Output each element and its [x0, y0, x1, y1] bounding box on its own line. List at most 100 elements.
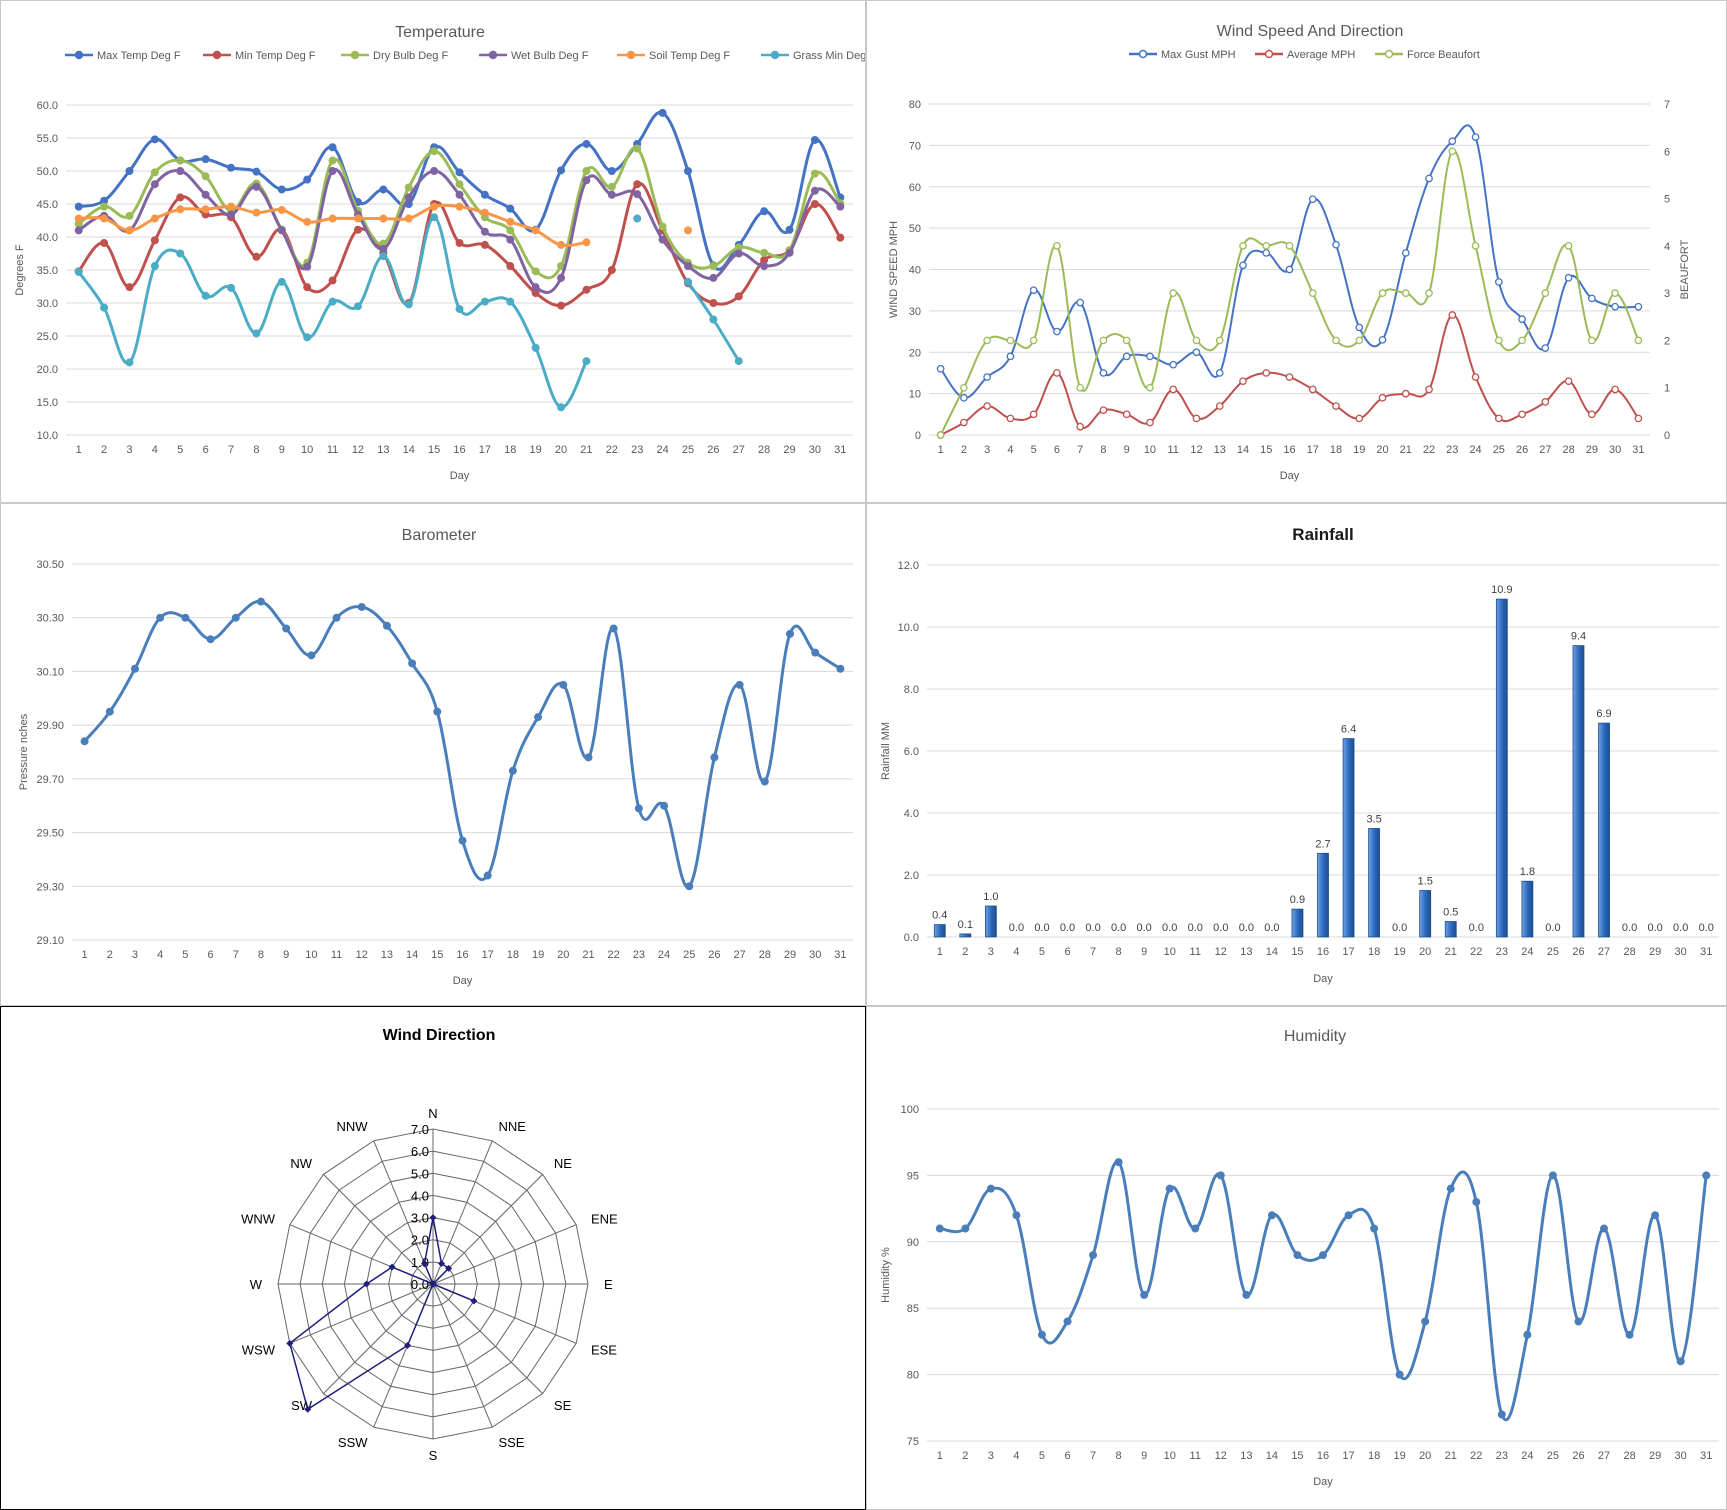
data-point	[1099, 369, 1108, 377]
data-point	[1262, 369, 1271, 377]
x-tick-label: 31	[834, 444, 846, 456]
bar	[1521, 880, 1534, 938]
x-tick-label: 14	[1266, 946, 1278, 958]
x-tick-label: 1	[937, 946, 943, 958]
data-point	[1702, 1171, 1711, 1180]
data-point	[256, 597, 265, 606]
data-point	[582, 176, 591, 185]
data-point	[1600, 1224, 1609, 1233]
data-label: 0.0	[1060, 922, 1075, 934]
data-point	[1215, 369, 1224, 377]
x-tick-label: 27	[1598, 946, 1610, 958]
y-tick-label: 29.70	[36, 774, 64, 786]
x-tick-label: 18	[1368, 946, 1380, 958]
data-point	[836, 664, 845, 673]
data-point	[557, 166, 566, 175]
data-point	[1541, 289, 1550, 297]
data-point	[150, 168, 159, 177]
data-point	[1651, 1211, 1660, 1220]
x-tick-label: 14	[403, 444, 415, 456]
series-line	[938, 1160, 1708, 1422]
data-point	[455, 180, 464, 189]
data-point	[633, 214, 642, 223]
data-point	[785, 225, 794, 234]
x-axis-label: Day	[453, 975, 473, 987]
radial-tick-label: 2.0	[411, 1233, 429, 1248]
data-label: 0.4	[932, 910, 947, 922]
legend-label: Grass Min Deg F	[793, 50, 865, 62]
x-tick-label: 29	[783, 444, 795, 456]
radar-spoke	[432, 1283, 493, 1428]
chart-title: Humidity	[1284, 1028, 1346, 1045]
data-point	[786, 629, 795, 638]
data-point	[1146, 418, 1154, 427]
radial-tick-label: 6.0	[411, 1144, 429, 1159]
data-point	[1285, 242, 1294, 250]
x-tick-label: 3	[988, 1450, 994, 1462]
y-axis-label: Humidity %	[880, 1247, 892, 1303]
x-tick-label: 8	[1116, 1450, 1122, 1462]
data-label: 0.0	[1137, 922, 1152, 934]
data-point	[1355, 414, 1364, 423]
bar	[1368, 828, 1380, 938]
x-tick-label: 30	[1675, 946, 1687, 958]
data-label: 0.0	[1188, 922, 1203, 934]
y-tick-label: 20.0	[37, 364, 58, 376]
radar-spoke	[432, 1140, 493, 1285]
x-tick-label: 2	[962, 1450, 968, 1462]
data-point	[1319, 1251, 1327, 1260]
x-axis-label: Day	[1313, 973, 1333, 985]
x-tick-label: 22	[1423, 444, 1435, 456]
data-point	[935, 1224, 944, 1233]
data-point	[683, 262, 692, 271]
data-point	[1344, 1211, 1353, 1220]
radar-point	[421, 1260, 429, 1268]
data-point	[433, 707, 442, 716]
data-point	[1262, 249, 1271, 257]
data-label: 1.8	[1520, 866, 1535, 878]
x-tick-label: 24	[656, 444, 668, 456]
data-point	[1472, 1197, 1481, 1206]
radar-spoke	[373, 1140, 434, 1285]
y-tick-label: 35.0	[37, 265, 58, 277]
x-tick-label: 23	[1496, 946, 1508, 958]
x-tick-label: 5	[182, 949, 188, 961]
x-tick-label: 14	[1266, 1450, 1278, 1462]
data-point	[1611, 302, 1619, 311]
y-tick-label: 40.0	[37, 232, 58, 244]
data-point	[74, 202, 83, 211]
data-point	[810, 200, 819, 208]
data-point	[1215, 402, 1224, 410]
data-point	[582, 357, 591, 366]
data-point	[1634, 302, 1643, 311]
x-tick-label: 17	[1342, 946, 1354, 958]
data-point	[1471, 242, 1480, 250]
data-point	[582, 285, 591, 294]
x-tick-label: 27	[1539, 444, 1551, 456]
x-tick-label: 29	[784, 949, 796, 961]
data-point	[404, 193, 413, 202]
x-tick-label: 26	[708, 949, 720, 961]
data-point	[150, 262, 159, 271]
data-point	[1588, 410, 1596, 419]
data-point	[125, 283, 134, 292]
data-point	[961, 1224, 970, 1233]
data-point	[506, 235, 515, 244]
x-tick-label: 30	[809, 444, 821, 456]
data-point	[734, 292, 743, 301]
x-tick-label: 16	[1283, 444, 1295, 456]
legend-swatch-marker	[1384, 49, 1394, 59]
direction-label: ESE	[591, 1342, 617, 1357]
direction-label: NNW	[337, 1119, 369, 1134]
data-point	[633, 190, 642, 199]
data-point	[836, 233, 845, 242]
data-label: 9.4	[1571, 631, 1586, 643]
y-tick-label: 20	[909, 347, 921, 359]
data-point	[227, 202, 236, 211]
x-tick-label: 31	[1700, 1450, 1712, 1462]
data-point	[1192, 414, 1201, 423]
x-tick-label: 22	[1470, 946, 1482, 958]
x-tick-label: 9	[279, 444, 285, 456]
data-point	[252, 252, 261, 261]
y-tick-label: 29.90	[36, 720, 64, 732]
